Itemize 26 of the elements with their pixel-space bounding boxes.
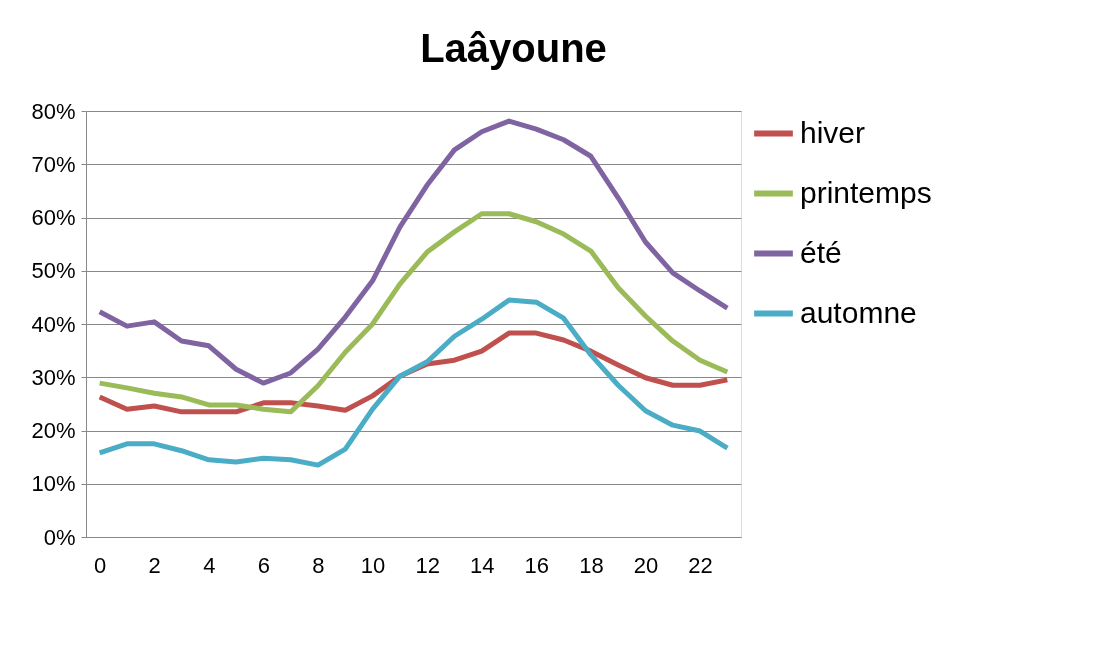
y-tick-label: 50% bbox=[31, 258, 76, 284]
x-tick-label: 6 bbox=[257, 552, 271, 578]
x-tick-label: 2 bbox=[148, 552, 161, 578]
y-tick-label: 10% bbox=[31, 471, 76, 497]
y-tick-label: 70% bbox=[31, 151, 76, 177]
legend-label: automne bbox=[800, 295, 917, 329]
y-tick-label: 20% bbox=[31, 418, 76, 443]
x-tick-label: 12 bbox=[415, 552, 440, 578]
y-tick-label: 30% bbox=[31, 364, 76, 390]
y-tick-label: 80% bbox=[31, 98, 76, 124]
chart-title: Laâyoune bbox=[420, 26, 607, 70]
x-tick-label: 16 bbox=[524, 552, 550, 578]
x-tick-label: 20 bbox=[633, 552, 659, 578]
x-tick-label: 10 bbox=[360, 552, 386, 578]
legend-label: hiver bbox=[800, 115, 866, 149]
y-tick-label: 40% bbox=[31, 311, 76, 337]
x-tick-label: 0 bbox=[94, 552, 107, 578]
x-tick-label: 4 bbox=[203, 552, 216, 578]
legend-label: été bbox=[800, 235, 842, 269]
x-tick-label: 8 bbox=[312, 552, 325, 578]
x-tick-label: 18 bbox=[579, 552, 604, 578]
legend-label: printemps bbox=[800, 175, 932, 209]
x-tick-label: 14 bbox=[469, 552, 495, 578]
y-tick-label: 0% bbox=[43, 524, 76, 550]
y-tick-label: 60% bbox=[31, 205, 76, 230]
x-tick-label: 22 bbox=[688, 552, 713, 578]
